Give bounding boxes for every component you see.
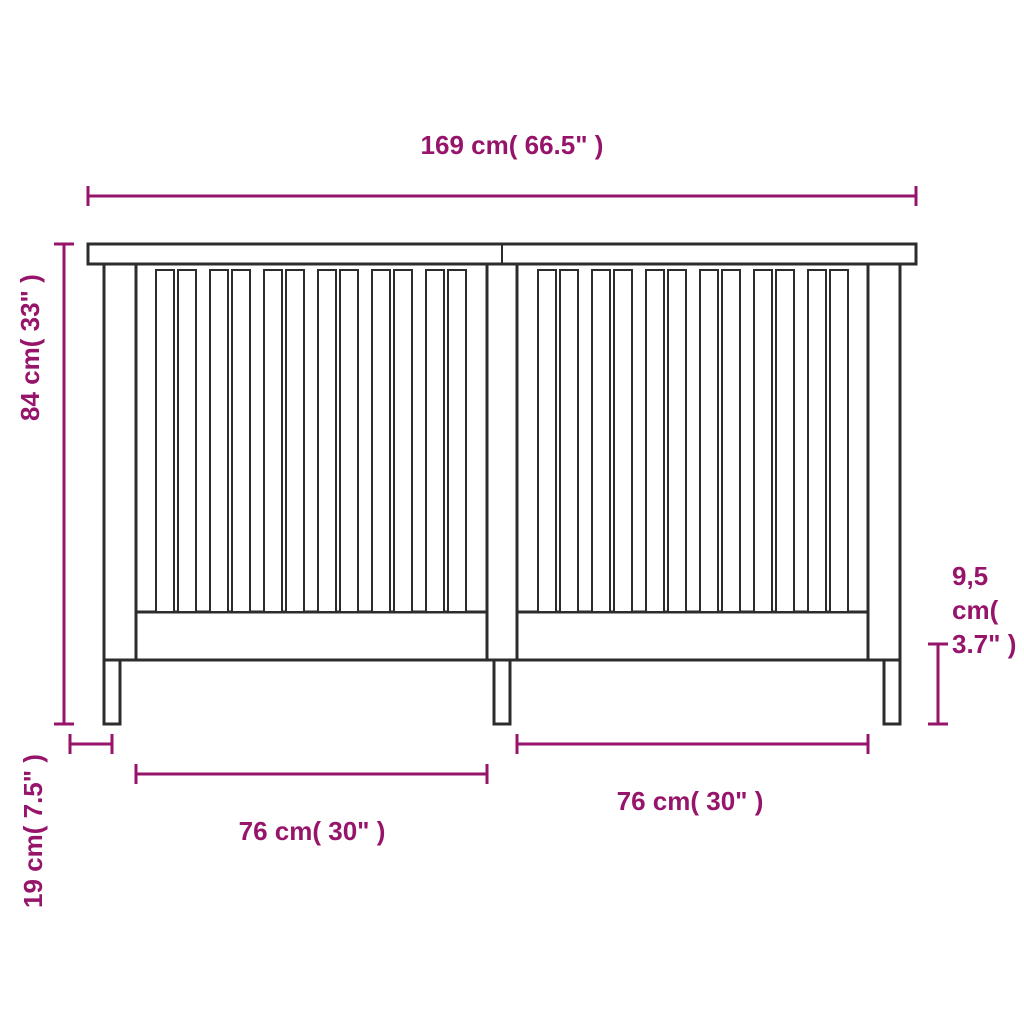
- dim-depth: 19 cm( 7.5" ): [20, 758, 46, 908]
- dim-clearance: 9,5 cm( 3.7" ): [952, 560, 1022, 661]
- dim-panel-right: 76 cm( 30" ): [617, 788, 764, 814]
- dim-height: 84 cm( 33" ): [17, 365, 43, 421]
- dim-width-total: 169 cm( 66.5" ): [421, 132, 604, 158]
- dim-panel-left: 76 cm( 30" ): [239, 818, 386, 844]
